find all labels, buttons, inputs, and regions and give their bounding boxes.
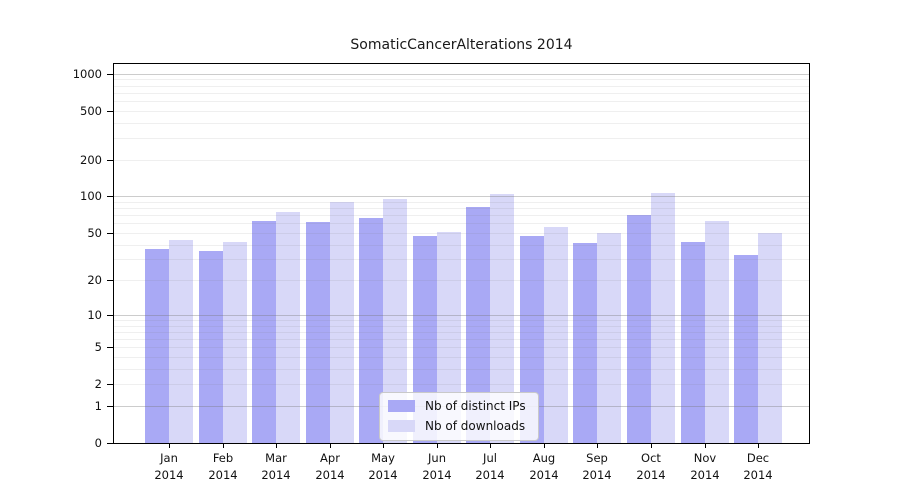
x-tick-mark (330, 444, 331, 448)
plot-area: Nb of distinct IPs Nb of downloads (113, 63, 810, 444)
y-tick-label: 1 (94, 399, 102, 413)
bar-downloads (543, 226, 568, 443)
bars-layer (114, 64, 809, 443)
legend: Nb of distinct IPs Nb of downloads (379, 392, 539, 441)
y-tick-mark (107, 74, 113, 75)
y-tick-mark (107, 160, 113, 161)
bar-distinct-ips (305, 221, 330, 443)
x-tick-mark (276, 444, 277, 448)
x-tick-label: Mar 2014 (261, 451, 291, 482)
bar-downloads (597, 232, 622, 443)
y-tick-label: 20 (87, 273, 102, 287)
x-tick-label: Dec 2014 (743, 451, 773, 482)
bar-downloads (169, 239, 193, 443)
y-tick-mark (107, 111, 113, 112)
x-tick-label: Jun 2014 (422, 451, 452, 482)
y-tick-label: 100 (80, 189, 102, 203)
y-tick-label: 2 (94, 377, 102, 391)
y-tick-mark (107, 443, 113, 444)
y-tick-label: 200 (80, 153, 102, 167)
y-tick-label: 1000 (72, 67, 102, 81)
x-tick-label: Oct 2014 (636, 451, 666, 482)
bar-downloads (650, 193, 675, 443)
x-tick-mark (169, 444, 170, 448)
legend-label-downloads: Nb of downloads (425, 419, 526, 433)
x-tick-mark (705, 444, 706, 448)
y-tick-mark (107, 347, 113, 348)
y-tick-mark (107, 196, 113, 197)
y-tick-label: 5 (94, 340, 102, 354)
y-tick-label: 10 (87, 308, 102, 322)
y-tick-label: 50 (87, 226, 102, 240)
y-tick-mark (107, 384, 113, 385)
x-tick-mark (383, 444, 384, 448)
y-tick-label: 500 (80, 104, 102, 118)
x-tick-label: Jul 2014 (475, 451, 505, 482)
bar-distinct-ips (145, 248, 169, 443)
x-tick-label: Feb 2014 (208, 451, 238, 482)
legend-swatch-downloads (388, 420, 415, 432)
y-tick-label: 0 (94, 436, 102, 450)
legend-item-downloads: Nb of downloads (388, 419, 526, 433)
bar-distinct-ips (573, 243, 598, 443)
x-tick-label: Sep 2014 (582, 451, 612, 482)
bar-distinct-ips (734, 254, 759, 443)
x-tick-label: Aug 2014 (529, 451, 559, 482)
bar-downloads (276, 211, 301, 443)
legend-swatch-distinct-ips (388, 400, 415, 412)
legend-label-distinct-ips: Nb of distinct IPs (425, 399, 526, 413)
legend-item-distinct-ips: Nb of distinct IPs (388, 399, 526, 413)
x-tick-mark (758, 444, 759, 448)
x-tick-mark (544, 444, 545, 448)
bar-downloads (222, 241, 247, 443)
x-tick-mark (490, 444, 491, 448)
y-tick-mark (107, 315, 113, 316)
bar-distinct-ips (680, 241, 705, 443)
x-tick-mark (651, 444, 652, 448)
bar-distinct-ips (252, 220, 277, 443)
bar-downloads (758, 232, 783, 443)
bar-downloads (329, 201, 354, 443)
y-tick-mark (107, 280, 113, 281)
x-tick-mark (437, 444, 438, 448)
x-tick-mark (597, 444, 598, 448)
x-tick-label: Jan 2014 (154, 451, 184, 482)
x-tick-label: Nov 2014 (690, 451, 720, 482)
x-tick-mark (223, 444, 224, 448)
x-tick-label: May 2014 (368, 451, 398, 482)
chart-title: SomaticCancerAlterations 2014 (350, 37, 573, 53)
bar-distinct-ips (198, 251, 223, 443)
x-tick-label: Apr 2014 (315, 451, 345, 482)
y-tick-mark (107, 233, 113, 234)
bar-downloads (704, 220, 729, 443)
y-tick-mark (107, 406, 113, 407)
bar-distinct-ips (626, 215, 651, 443)
